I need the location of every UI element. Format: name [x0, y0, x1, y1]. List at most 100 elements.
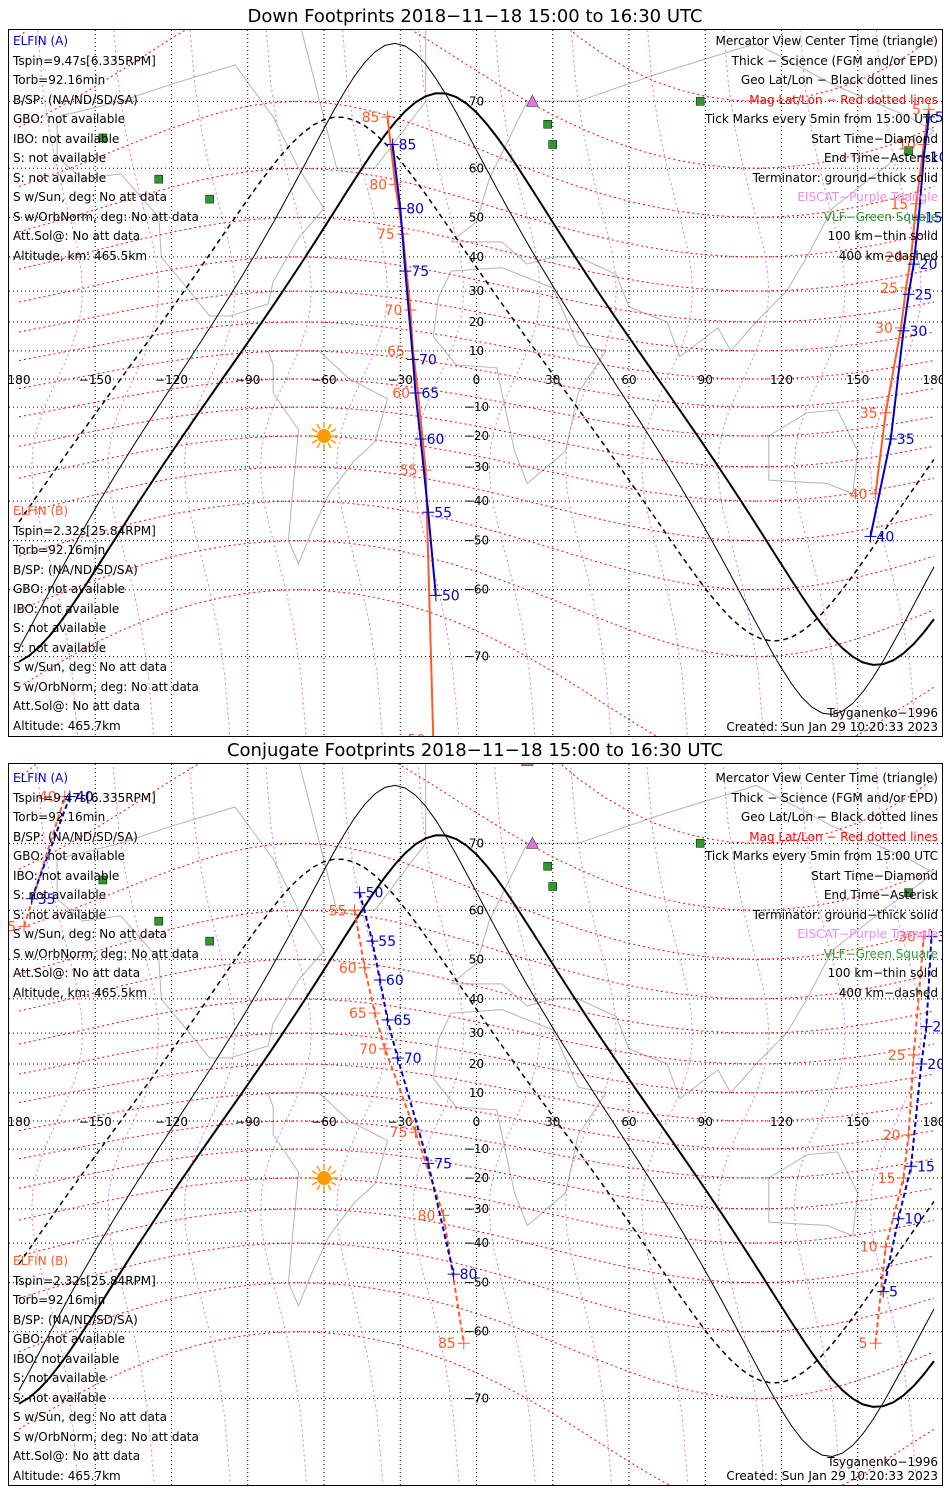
mag-latitude: [18, 167, 935, 258]
tick-label: 60: [427, 432, 445, 448]
lat-tick-label: 40: [469, 992, 484, 1006]
model-created: Tsyganenko−1996 Created: Sun Jan 29 10:2…: [726, 1455, 938, 1483]
mag-latitude: [18, 1208, 935, 1284]
tick-label: 55: [434, 505, 452, 521]
lon-tick-label: 150: [846, 373, 869, 387]
legend-ticks: Tick Marks every 5min from 15:00 UTC: [704, 849, 938, 863]
axis-labels: 180 −150 −120 −90 −60 −30 0 30 60 90 120 150 180 70 60…: [9, 94, 942, 663]
elfin-a-orbnorm: S w/OrbNorm, deg: No att data: [13, 946, 199, 961]
lon-tick-label: −60: [311, 373, 336, 387]
sun-ray: [311, 439, 318, 444]
legend-100km: 100 km−thin solid: [827, 229, 938, 243]
mag-latitude: [18, 466, 935, 542]
mag-longitude: [107, 764, 160, 1482]
panel-title-conjugate: Conjugate Footprints 2018−11−18 15:00 to…: [226, 740, 724, 761]
tick-label: 85: [399, 137, 417, 153]
coastlines: [56, 30, 935, 565]
tick-label: 35: [38, 892, 56, 908]
legend-eiscat: EISCAT−Purple Triangle: [797, 190, 938, 204]
elfin-a-s1: S: not available: [13, 888, 107, 902]
vlf-square: [695, 839, 705, 848]
legend-terminator: Terminator: ground−thick solid: [752, 907, 938, 922]
elfin-b-gbo: GBO: not available: [13, 582, 126, 596]
lat-tick-label: −10: [464, 1142, 489, 1156]
mag-longitude: [183, 764, 236, 1482]
lon-tick-label: 0: [473, 373, 481, 387]
mag-latitude: [18, 958, 935, 1034]
tick-label: 80: [369, 177, 387, 193]
elfin-a-header: ELFIN (A): [13, 771, 69, 785]
lat-tick-label: 30: [469, 1026, 484, 1040]
tick-label: 60: [392, 386, 410, 402]
elfin-b-altitude: Altitude: 465.7km: [13, 1468, 121, 1483]
elfin-a-s1: S: not available: [13, 151, 107, 165]
legend-vlf: VLF−Green Square: [823, 946, 938, 961]
tick-label: 60: [386, 973, 404, 989]
mag-longitude: [717, 764, 770, 1482]
mag-latitude: [18, 216, 935, 292]
lon-tick-label: −120: [155, 373, 188, 387]
land-outline-1: [267, 350, 389, 565]
sun-ray: [316, 1165, 321, 1172]
land-outline-5: [768, 1151, 859, 1237]
elfin-b-ibo: IBO: not available: [13, 601, 120, 616]
land-outline-4: [449, 784, 935, 1100]
land-outline-4: [449, 42, 935, 358]
sun-disc: [317, 429, 331, 444]
elfin-b-tspin: Tspin=2.32s[25.84RPM]: [13, 523, 156, 538]
lat-tick-label: −40: [464, 494, 489, 508]
tick-label: 65: [394, 1013, 412, 1029]
terminator-ground: [18, 834, 935, 1408]
mag-longitude: [869, 30, 922, 736]
elfin-a-sun: S w/Sun, deg: No att data: [13, 927, 167, 941]
lat-tick-label: 50: [469, 210, 484, 224]
mag-latitude: [18, 1177, 935, 1244]
legend-ticks: Tick Marks every 5min from 15:00 UTC: [704, 112, 938, 126]
elfin-b-torb: Torb=92.16min: [13, 1293, 106, 1307]
elfin-a-tspin: Tspin=9.47s[6.335RPM]: [13, 53, 156, 68]
tick-label: 60: [339, 961, 357, 977]
tick-label: 40: [850, 487, 868, 503]
legend-thick: Thick − Science (FGM and/or EPD): [731, 53, 938, 68]
elfin-b-info: ELFIN (B) Tspin=2.32s[25.84RPM] Torb=92.…: [13, 502, 199, 736]
tick-label: 15: [925, 210, 942, 226]
mag-latitude: [18, 1120, 935, 1179]
lat-tick-label: −40: [464, 1236, 489, 1250]
elfin-a-track-line: [30, 796, 71, 900]
lat-tick-label: 70: [469, 94, 484, 108]
vlf-square: [548, 140, 557, 149]
tick-label: 65: [422, 386, 440, 402]
elfin-b-altitude: Altitude: 465.7km: [13, 718, 121, 733]
vlf-square: [154, 174, 164, 184]
elfin-a-altitude: Altitude, km: 465.5km: [13, 985, 148, 1000]
land-outline-0: [56, 806, 325, 1059]
tick-label: 25: [932, 1020, 942, 1036]
lat-tick-label: 10: [469, 344, 484, 358]
elfin-b-s2: S: not available: [13, 640, 107, 655]
lat-tick-label: 40: [469, 250, 484, 264]
mag-grid: [18, 30, 935, 736]
sun-ray: [330, 1170, 337, 1175]
elfin-b-track-line: [874, 936, 925, 1344]
tick-label: 40: [876, 529, 894, 545]
tick-label: 20: [885, 250, 903, 266]
vlf-square: [548, 882, 557, 891]
eiscat-triangle: [520, 764, 534, 766]
tick-label: 25: [888, 1048, 906, 1064]
lat-tick-label: −20: [464, 429, 489, 443]
mag-longitude: [793, 30, 846, 736]
mag-latitude: [18, 321, 935, 380]
elfin-a-header: ELFIN (A): [13, 34, 69, 48]
lon-tick-label: −150: [79, 373, 112, 387]
elfin-b-bsp: B/SP: (NA/ND/SD/SA): [13, 562, 138, 577]
sun-ray: [330, 439, 337, 444]
mag-latitude: [18, 1148, 935, 1210]
mag-latitude: [18, 764, 935, 911]
tick-label: 50: [366, 886, 384, 902]
legend-start: Start Time−Diamond: [811, 868, 938, 883]
legend-geo: Geo Lat/Lon − Black dotted lines: [740, 73, 938, 87]
sun-ray: [327, 442, 332, 449]
panel-title-down: Down Footprints 2018−11−18 15:00 to 16:3…: [247, 6, 703, 27]
tick-label: 10: [904, 1212, 922, 1228]
mag-latitude: [18, 256, 935, 323]
